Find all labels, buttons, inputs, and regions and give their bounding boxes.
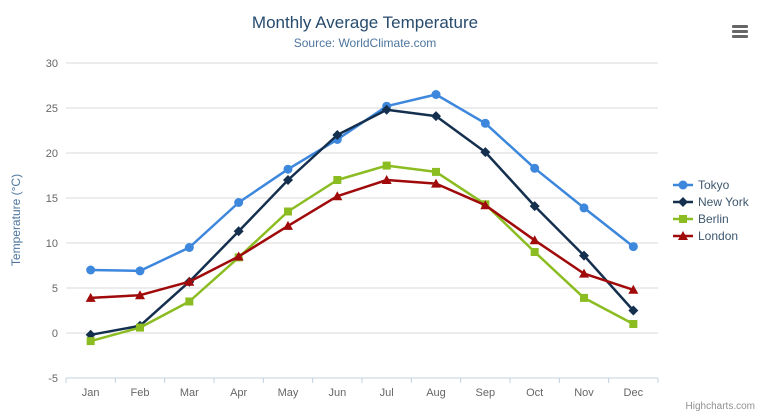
marker-berlin-jul[interactable] [382,161,391,170]
x-axis-label-jan: Jan [82,387,100,399]
marker-london-jun[interactable] [332,191,343,201]
marker-berlin-oct[interactable] [530,248,539,256]
series-line-tokyo[interactable] [89,93,635,273]
legend-marker-tokyo [673,180,693,189]
marker-new-york-aug[interactable] [431,111,441,122]
marker-berlin-feb[interactable] [136,323,144,332]
marker-new-york-apr[interactable] [233,226,244,237]
marker-new-york-sep[interactable] [480,147,491,158]
marker-london-feb[interactable] [135,290,145,300]
x-axis-label-dec: Dec [624,387,644,399]
legend-label-tokyo: Tokyo [698,177,730,192]
x-axis-label-apr: Apr [230,387,247,399]
y-axis-tick-label: 25 [46,103,58,115]
context-menu-button[interactable] [731,22,751,40]
marker-new-york-jul[interactable] [381,104,392,115]
x-axis-label-jul: Jul [380,387,394,399]
triangle-icon [678,230,688,240]
legend-label-london: London [698,228,739,243]
marker-tokyo-mar[interactable] [184,243,194,252]
marker-london-jul[interactable] [381,175,392,184]
y-axis-tick-label: 15 [46,193,58,205]
x-axis-label-feb: Feb [131,387,150,399]
circle-icon [678,180,688,189]
marker-london-mar[interactable] [184,276,195,286]
y-axis-tick-label: -5 [48,373,58,385]
y-axis-tick-label: 30 [46,58,58,70]
marker-new-york-nov[interactable] [579,250,589,261]
marker-new-york-jun[interactable] [332,130,343,140]
chart-subtitle: Source: WorldClimate.com [293,36,437,50]
marker-berlin-dec[interactable] [629,320,638,328]
legend-label-berlin: Berlin [698,211,729,226]
marker-new-york-oct[interactable] [529,201,540,212]
marker-tokyo-aug[interactable] [431,90,441,99]
legend-item-tokyo[interactable]: Tokyo [673,176,749,193]
legend-label-new-york: New York [698,194,749,209]
marker-berlin-may[interactable] [284,207,292,216]
marker-london-sep[interactable] [480,200,491,210]
marker-london-nov[interactable] [579,268,589,278]
marker-tokyo-nov[interactable] [579,203,589,213]
legend-marker-berlin [673,214,693,223]
marker-london-aug[interactable] [431,178,441,188]
marker-new-york-dec[interactable] [628,305,639,316]
marker-london-may[interactable] [283,220,293,230]
marker-berlin-jun[interactable] [333,176,342,184]
series-line-london[interactable] [89,178,635,300]
y-axis-tick-label: 10 [46,238,58,250]
y-axis-tick-label: 5 [52,283,58,295]
marker-tokyo-may[interactable] [283,164,293,174]
legend-item-london[interactable]: London [673,227,749,244]
hamburger-icon [732,34,748,38]
x-axis-label-mar: Mar [180,387,199,399]
series-new-york [85,104,639,340]
square-icon [679,214,687,223]
x-axis-label-oct: Oct [526,387,543,399]
chart-title: Monthly Average Temperature [251,13,479,32]
series-london [85,175,639,302]
legend: Tokyo New York Berlin London [673,176,749,244]
x-axis-label-nov: Nov [574,387,594,399]
y-axis-tick-label: 0 [52,328,58,340]
marker-new-york-may[interactable] [283,175,293,185]
marker-tokyo-sep[interactable] [480,118,490,128]
marker-tokyo-apr[interactable] [234,198,244,207]
marker-tokyo-oct[interactable] [530,163,540,173]
marker-london-dec[interactable] [628,284,639,294]
series-line-berlin[interactable] [89,164,635,343]
legend-item-new-york[interactable]: New York [673,193,749,210]
marker-london-oct[interactable] [529,235,540,245]
hamburger-icon [732,24,748,28]
x-axis-label-may: May [278,387,299,399]
marker-berlin-aug[interactable] [432,167,440,176]
marker-tokyo-feb[interactable] [135,266,145,276]
marker-london-apr[interactable] [233,251,244,261]
hamburger-icon [732,29,748,33]
diamond-icon [678,196,688,207]
series-line-new-york[interactable] [89,108,635,337]
credits-link[interactable]: Highcharts.com [685,401,755,412]
marker-berlin-jan[interactable] [86,337,95,346]
y-axis-title: Temperature (°C) [9,174,23,266]
marker-berlin-nov[interactable] [580,293,588,302]
marker-tokyo-jan[interactable] [86,265,96,275]
x-axis-label-jun: Jun [328,387,346,399]
y-axis-tick-label: 20 [46,148,58,160]
marker-london-jan[interactable] [85,292,96,302]
x-axis-label-sep: Sep [476,387,496,399]
legend-marker-london [673,230,693,240]
marker-berlin-mar[interactable] [185,297,194,306]
legend-marker-new-york [673,196,693,207]
marker-tokyo-dec[interactable] [628,242,638,252]
series-tokyo [86,90,638,276]
legend-item-berlin[interactable]: Berlin [673,210,749,227]
x-axis-label-aug: Aug [426,387,446,399]
